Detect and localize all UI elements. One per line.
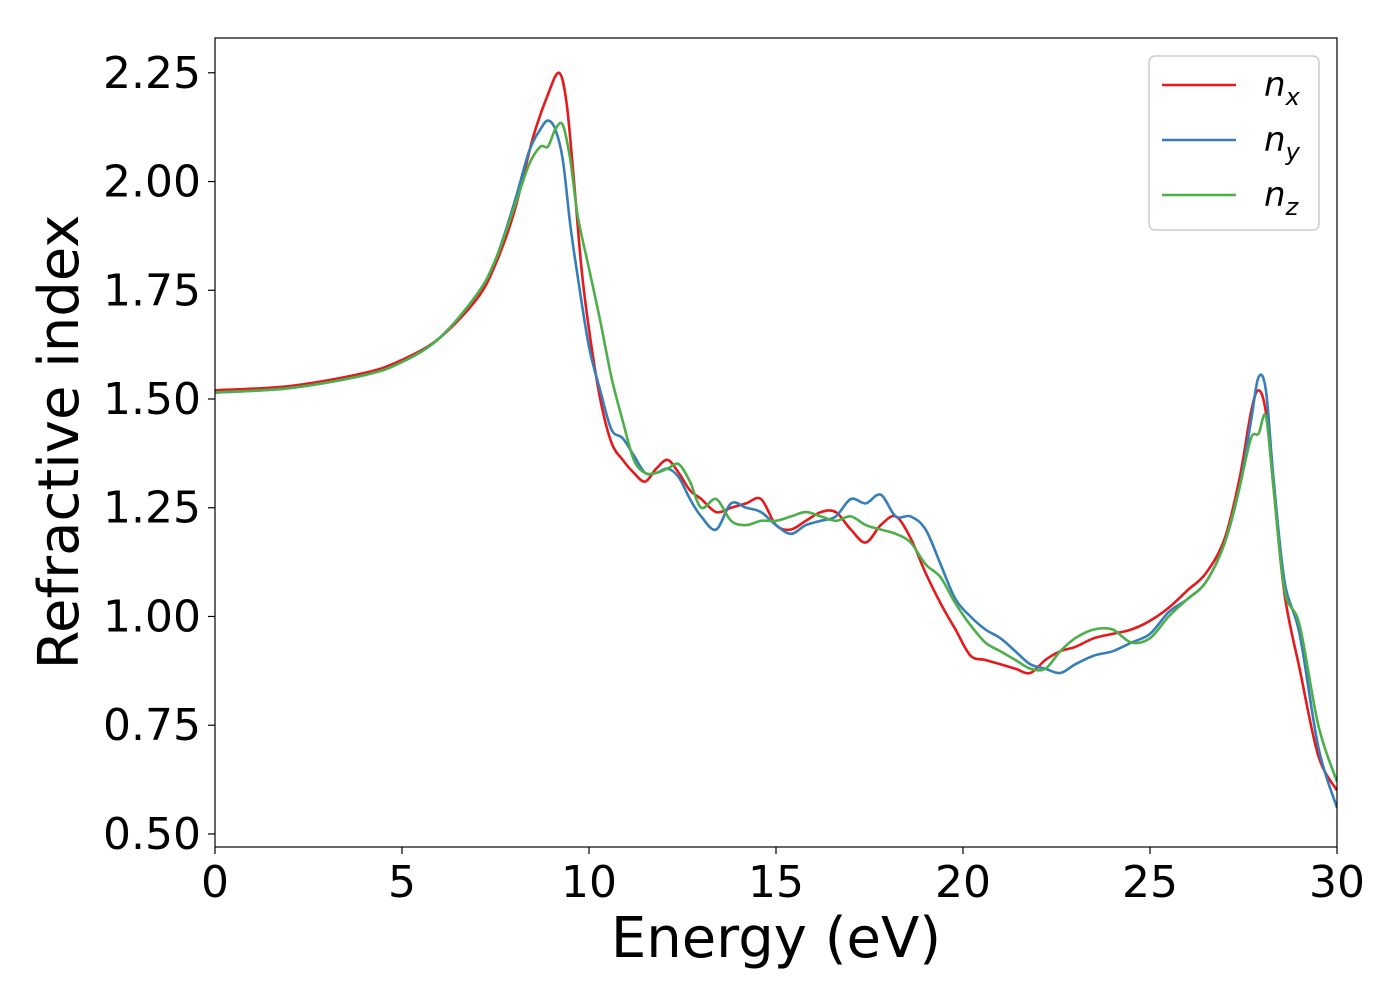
x-tick-label: 5 bbox=[388, 857, 416, 908]
x-tick-label: 10 bbox=[561, 857, 617, 908]
series-line-nz bbox=[215, 121, 1337, 783]
y-axis-ticks: 0.50 0.75 1.00 1.25 1.50 1.75 2.00 2.25 bbox=[103, 48, 215, 860]
legend-label-nx: nx bbox=[1264, 65, 1301, 111]
x-tick-label: 25 bbox=[1122, 857, 1178, 908]
x-tick-label: 0 bbox=[201, 857, 229, 908]
y-tick-label: 2.00 bbox=[103, 157, 201, 208]
x-tick-label: 20 bbox=[935, 857, 991, 908]
legend: nx ny nz bbox=[1148, 55, 1320, 231]
series-layer bbox=[215, 71, 1337, 809]
legend-label-ny: ny bbox=[1264, 120, 1301, 166]
series-line-nx bbox=[215, 71, 1337, 792]
legend-items: nx ny nz bbox=[1162, 65, 1301, 221]
legend-label-nz: nz bbox=[1264, 175, 1300, 221]
y-tick-label: 1.25 bbox=[103, 483, 201, 534]
y-tick-label: 2.25 bbox=[103, 48, 201, 99]
x-tick-label: 15 bbox=[748, 857, 804, 908]
y-tick-label: 0.75 bbox=[103, 700, 201, 751]
y-axis-label: Refractive index bbox=[27, 215, 92, 670]
y-tick-label: 0.50 bbox=[103, 809, 201, 860]
x-axis-ticks: 0 5 10 15 20 25 30 bbox=[201, 847, 1365, 908]
y-tick-label: 1.50 bbox=[103, 374, 201, 425]
legend-frame bbox=[1148, 55, 1320, 231]
y-tick-label: 1.75 bbox=[103, 265, 201, 316]
x-tick-label: 30 bbox=[1309, 857, 1365, 908]
y-tick-label: 1.00 bbox=[103, 591, 201, 642]
x-axis-label: Energy (eV) bbox=[611, 906, 941, 971]
